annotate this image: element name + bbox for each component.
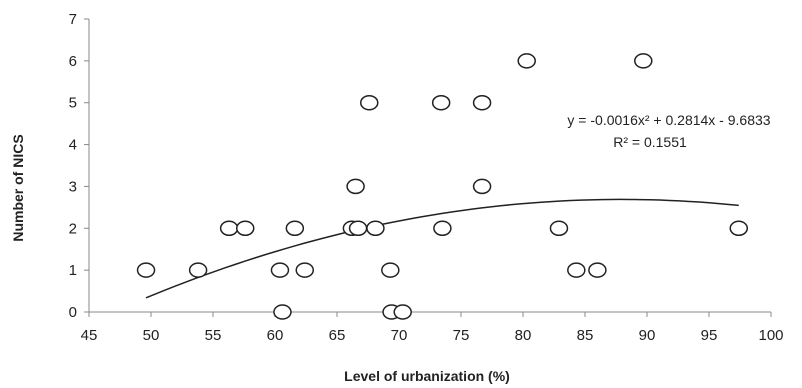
data-point: [431, 94, 451, 111]
data-point: [270, 262, 290, 278]
y-tick-label: 7: [69, 11, 77, 28]
x-tick-label: 100: [758, 327, 783, 344]
x-tick-label: 70: [391, 327, 408, 344]
y-tick-label: 6: [69, 53, 77, 70]
data-point: [235, 220, 255, 237]
data-point: [588, 262, 607, 278]
data-point: [273, 304, 292, 320]
x-tick-label: 80: [515, 327, 532, 344]
data-point: [433, 220, 452, 237]
y-tick-label: 3: [69, 178, 77, 195]
x-tick-label: 45: [81, 327, 98, 344]
trendline-equation: y = -0.0016x² + 0.2814x - 9.6833: [567, 112, 770, 128]
y-tick-label: 0: [69, 304, 77, 321]
x-axis-title: Level of urbanization (%): [344, 368, 510, 384]
trendline-r-squared: R² = 0.1551: [613, 134, 687, 150]
data-point: [348, 220, 368, 237]
y-axis-title: Number of NICS: [10, 134, 26, 241]
data-point: [393, 304, 412, 320]
data-point: [517, 53, 536, 69]
data-point: [136, 262, 156, 278]
data-point: [567, 262, 586, 278]
data-point: [219, 220, 239, 237]
x-tick-label: 50: [143, 327, 160, 344]
data-point: [729, 220, 749, 237]
y-axis-ticks: 0 1 2 3 4 5 6 7: [69, 11, 89, 321]
y-tick-label: 1: [69, 262, 77, 279]
x-tick-label: 75: [453, 327, 470, 344]
data-points: [136, 53, 749, 320]
x-tick-label: 55: [205, 327, 222, 344]
data-point: [549, 220, 569, 237]
data-point: [188, 262, 208, 278]
data-point: [366, 220, 385, 237]
y-tick-label: 4: [69, 137, 77, 154]
x-axis-ticks: 45 50 55 60 65 70 75 80 85 90 95 100: [81, 312, 784, 344]
data-point: [359, 94, 379, 111]
x-tick-label: 65: [329, 327, 346, 344]
x-tick-label: 90: [639, 327, 656, 344]
y-tick-label: 2: [69, 220, 77, 237]
data-point: [472, 94, 492, 111]
data-point: [472, 178, 492, 195]
trendline: [145, 198, 739, 299]
data-point: [285, 220, 305, 237]
data-point: [346, 178, 365, 195]
y-tick-label: 5: [69, 95, 77, 112]
data-point: [381, 262, 400, 278]
x-tick-label: 95: [701, 327, 718, 344]
x-tick-label: 85: [577, 327, 594, 344]
data-point: [634, 53, 653, 69]
x-tick-label: 60: [267, 327, 284, 344]
data-point: [295, 262, 315, 278]
